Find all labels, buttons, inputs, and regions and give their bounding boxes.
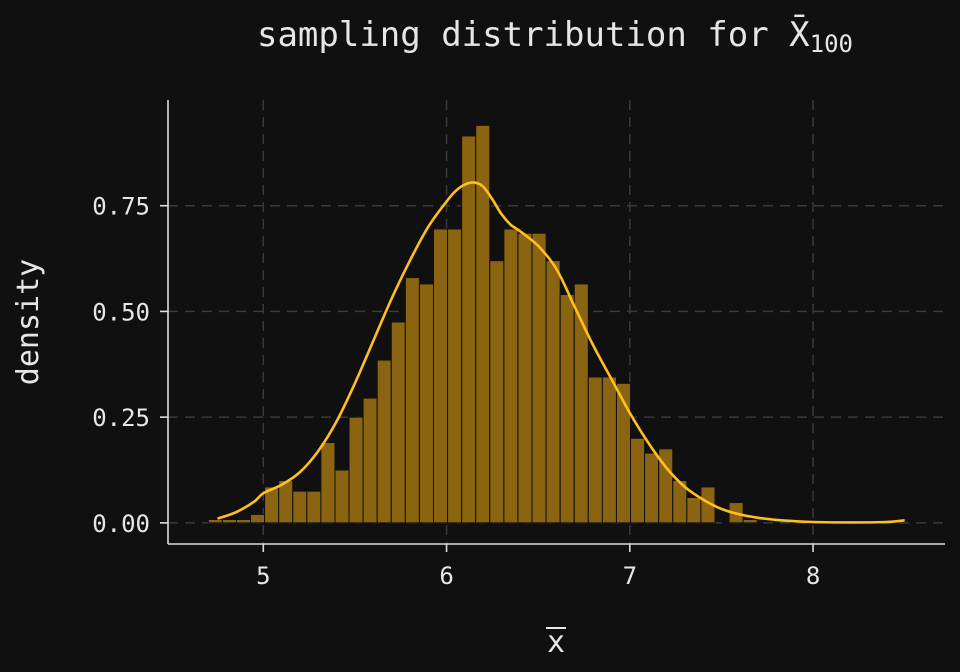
histogram-bar [559, 294, 575, 524]
histogram-bar [545, 260, 561, 524]
histogram-bar [221, 518, 237, 524]
x-tick-label: 6 [439, 562, 453, 590]
histogram-bars [207, 124, 758, 524]
histogram-bar [292, 490, 308, 524]
histogram-bar [531, 232, 547, 524]
histogram-bar [362, 397, 378, 524]
histogram-bar [376, 359, 392, 524]
histogram-bar [390, 321, 406, 524]
histogram-bar [418, 283, 434, 524]
histogram-bar [461, 135, 477, 524]
chart-title: sampling distribution for X̄100 [257, 14, 853, 58]
histogram-bar [587, 376, 603, 524]
histogram-bar [742, 518, 758, 524]
histogram-bar [250, 513, 266, 524]
histogram-bar [334, 469, 350, 524]
y-tick-label: 0.25 [92, 404, 150, 432]
x-tick-label: 7 [623, 562, 637, 590]
histogram-bar [404, 277, 420, 524]
histogram-bar [348, 416, 364, 524]
kde-curve [217, 181, 905, 524]
histogram-bar [644, 452, 660, 524]
histogram-bar [447, 228, 463, 524]
chart-title-text: sampling distribution for X̄ [257, 14, 810, 55]
histogram-bar [489, 260, 505, 524]
histogram-bar [235, 518, 252, 524]
histogram-bar [432, 228, 449, 524]
histogram-bar [320, 442, 336, 524]
x-tick-label: 5 [256, 562, 270, 590]
axis-ticks: 5 6 7 8 0.00 0.25 0.50 0.75 [92, 193, 820, 590]
x-axis-label: x [547, 625, 565, 660]
histogram-bar [686, 496, 702, 524]
kde-curve-group [217, 181, 905, 524]
histogram-bar [207, 518, 223, 524]
histogram-bar [306, 490, 322, 524]
y-tick-label: 0.50 [92, 298, 150, 326]
x-tick-label: 8 [806, 562, 820, 590]
histogram-bar [601, 376, 617, 524]
histogram-bar [630, 437, 646, 524]
y-tick-label: 0.75 [92, 193, 150, 221]
chart-title-subscript: 100 [810, 30, 853, 58]
histogram-bar [517, 232, 533, 524]
y-tick-label: 0.00 [92, 510, 150, 538]
y-axis-label: density [11, 259, 46, 385]
histogram-bar [503, 228, 519, 524]
histogram-bar [278, 480, 294, 524]
